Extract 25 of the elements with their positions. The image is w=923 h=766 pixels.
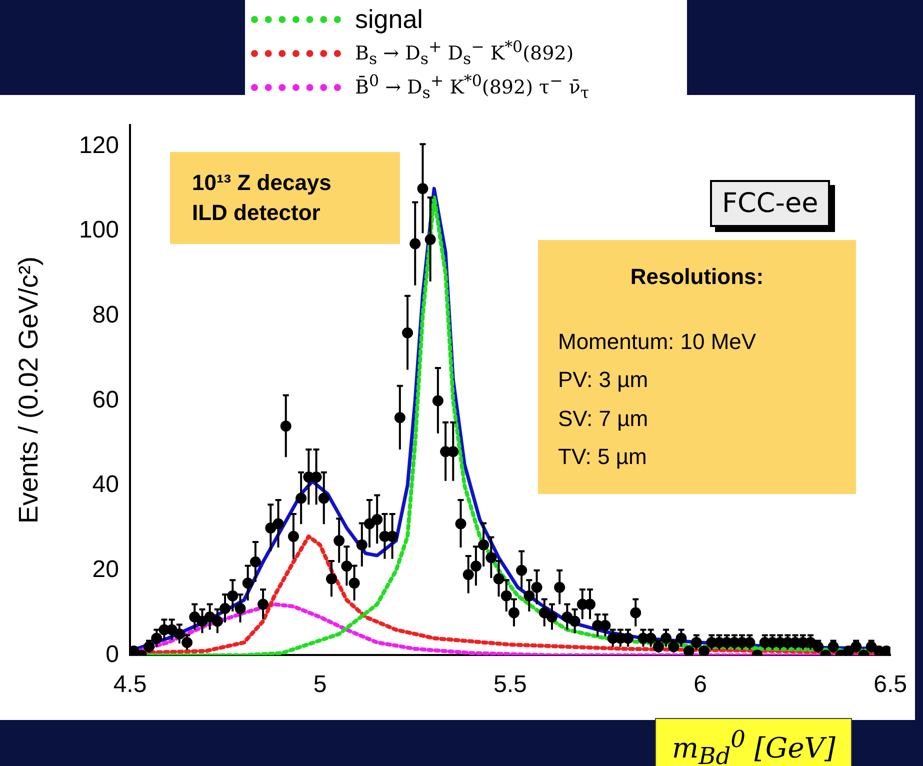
annotation: PV: 3 µm [558,366,650,394]
annotation: TV: 5 µm [558,443,648,471]
x-tick-label: 5.5 [493,671,527,698]
annotation: FCC-ee [722,188,818,219]
annotation: SV: 7 µm [558,404,650,433]
y-tick-label: 80 [92,301,119,328]
y-tick-label: 40 [92,471,119,498]
text: B$_{s}$ → D$_{s}$$^{+}$ D$_{s}$$^{−}$ K$^{*0}$(892) [355,37,574,69]
annotation: Resolutions: [629,263,765,291]
annotation: Momentum: 10 MeV [558,328,758,356]
x-tick-label: 5 [313,671,327,698]
y-tick-label: 120 [78,132,119,159]
x-tick-label: 6.5 [874,671,908,698]
x-tick-label: 6 [694,671,707,698]
y-tick-label: 20 [92,556,119,583]
legend-label: signal [355,4,423,34]
text: B̄$^{0}$ → D$_{s}$$^{+}$ K$^{*0}$(892) τ$^{−}$ ν̄$_{τ}$ [355,71,590,103]
text-box: 10¹³ Z decays ILD detector [170,152,400,244]
annotation: ILD detector [192,198,322,227]
y-tick-label: 60 [92,386,119,414]
y-axis-title: Events / (0.02 GeV/c²) [14,256,44,524]
annotation: 10¹³ Z decays [192,169,332,197]
x-tick-label: 4.5 [113,671,147,698]
y-tick-label: 100 [78,216,119,244]
y-tick-label: 0 [106,640,119,668]
